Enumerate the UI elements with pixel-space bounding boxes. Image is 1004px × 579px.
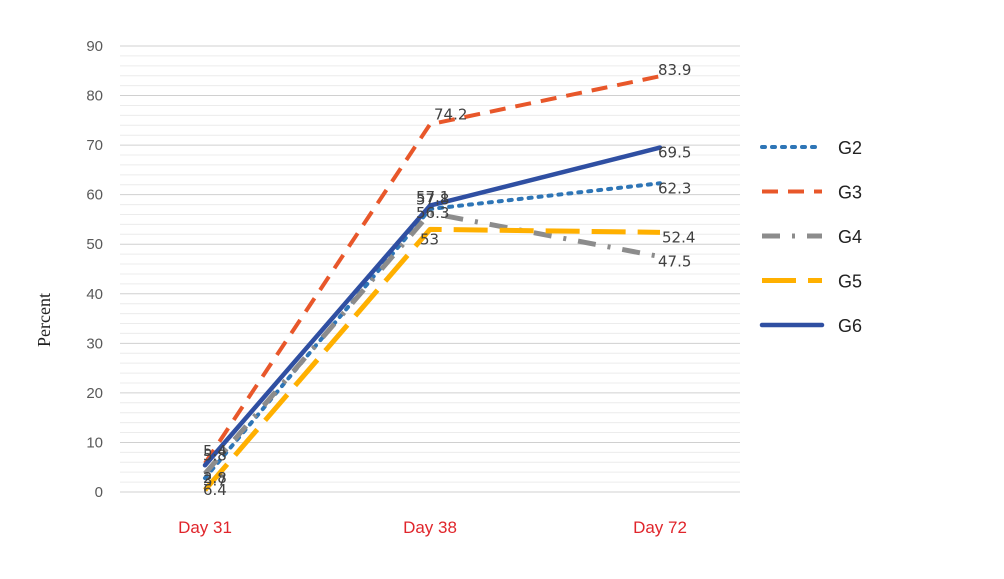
data-label: 62.3 (658, 179, 691, 197)
y-tick-label: 80 (86, 88, 103, 105)
data-label: 52.4 (662, 228, 695, 246)
y-tick-label: 50 (86, 236, 103, 253)
series-line-g2 (203, 181, 662, 481)
y-tick-label: 40 (86, 286, 103, 303)
legend: G2 G3 G4 G5 G6 (759, 138, 862, 336)
series-line-g6 (202, 145, 663, 468)
data-label: 6.4 (203, 481, 227, 499)
data-label: 56.3 (416, 204, 449, 222)
data-label: 53 (420, 230, 439, 248)
series-line-g3 (203, 74, 661, 465)
series-line-g4 (203, 210, 661, 476)
data-label: 57.1 (416, 188, 449, 206)
y-tick-label: 0 (95, 484, 103, 501)
data-label: 57.8 (416, 191, 449, 209)
data-label: 3.7 (203, 472, 227, 490)
y-tick-label: 10 (86, 434, 103, 451)
legend-label-g6: G6 (838, 316, 862, 336)
data-label: 5.8 (203, 446, 227, 464)
data-label: 5.4 (203, 442, 227, 460)
grid-lines (120, 45, 740, 493)
y-tick-label: 20 (86, 385, 103, 402)
y-tick-label: 30 (86, 335, 103, 352)
data-label: 69.5 (658, 144, 691, 162)
data-label: 2.8 (203, 469, 227, 487)
y-axis-label: Percent (34, 293, 54, 347)
x-category-label: Day 72 (633, 518, 687, 537)
series-lines (202, 74, 663, 492)
y-tick-label: 90 (86, 38, 103, 55)
x-category-label: Day 38 (403, 518, 457, 537)
data-label: 74.2 (434, 105, 467, 123)
axes: 0 10 20 30 40 50 60 70 80 90 Day 31 Day 38 Day 72 (86, 38, 687, 537)
x-category-label: Day 31 (178, 518, 232, 537)
series-line-g5 (203, 226, 661, 492)
y-tick-label: 60 (86, 187, 103, 204)
data-labels: 2.8 57.1 62.3 5.8 74.2 83.9 3.7 56.3 47.5 6.4 53 52… (203, 61, 695, 499)
legend-label-g4: G4 (838, 227, 862, 247)
legend-label-g5: G5 (838, 272, 862, 292)
data-label: 47.5 (658, 253, 691, 271)
data-label: 83.9 (658, 61, 691, 79)
legend-label-g3: G3 (838, 183, 862, 203)
legend-label-g2: G2 (838, 138, 862, 158)
y-tick-label: 70 (86, 137, 103, 154)
